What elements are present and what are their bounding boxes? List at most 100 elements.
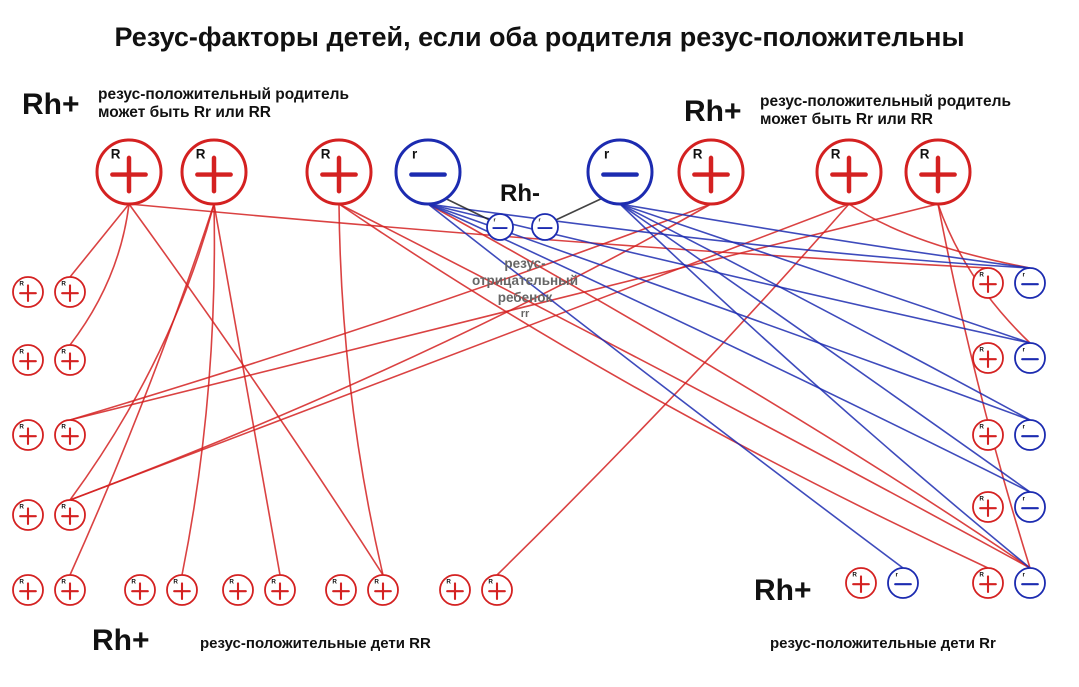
- rr-het-child-2-b-letter: r: [1022, 424, 1025, 431]
- rr-child-6-a-letter: R: [229, 579, 234, 586]
- line-8: [69, 203, 712, 421]
- rr-child-7-b-letter: R: [374, 579, 379, 586]
- parent-allele-1-letter: R: [196, 147, 206, 162]
- rr-het-child-1-b-letter: r: [1022, 347, 1025, 354]
- rr-child-3-b-letter: R: [61, 504, 66, 511]
- blue-line-3: [427, 203, 1031, 493]
- rr-child-5-a-letter: R: [131, 579, 136, 586]
- blue-line-7: [619, 203, 1031, 493]
- negative-child-note-line3: ребенок: [497, 290, 553, 305]
- rr-het-child-5-a: R: [972, 567, 1004, 599]
- negative-child-rh-label: Rh-: [500, 180, 540, 207]
- left-parent-rh-label: Rh+: [22, 88, 80, 121]
- negative-child-genotype: rr: [520, 308, 530, 320]
- line-1: [69, 203, 130, 346]
- rr-het-child-1-a: R: [972, 342, 1004, 374]
- line-11: [427, 203, 1031, 569]
- rr-het-child-4-b-ring: [887, 567, 919, 599]
- rr-child-4-b: R: [54, 574, 86, 606]
- parent-allele-7-letter: R: [920, 147, 930, 162]
- parent-allele-1: R: [180, 138, 248, 206]
- rr-het-child-5-b-ring: [1014, 567, 1046, 599]
- rr-child-5-a: R: [124, 574, 156, 606]
- right-parent-rh-label: Rh+: [684, 95, 742, 128]
- rr-child-1-a-letter: R: [19, 349, 24, 356]
- blue-line-9: [619, 203, 1031, 569]
- line-15: [338, 203, 384, 576]
- line-9: [69, 203, 850, 501]
- rr-child-7-b: R: [367, 574, 399, 606]
- blue-line-0: [427, 203, 1031, 269]
- rr-child-allele-2-ring: [531, 213, 559, 241]
- rr-child-0-b-letter: R: [61, 281, 66, 288]
- parent-allele-5: R: [677, 138, 745, 206]
- blue-line-6: [619, 203, 1031, 421]
- line-5: [128, 203, 989, 269]
- rr-child-8-a: R: [439, 574, 471, 606]
- blue-line-8: [427, 203, 904, 569]
- negative-child-note: резус- отрицательный ребенок rr: [460, 255, 590, 323]
- rr-het-child-3-b-ring: [1014, 491, 1046, 523]
- rr-child-allele-2: r: [531, 213, 559, 241]
- right-parent-note: резус-положительный родитель может быть …: [760, 93, 1011, 129]
- rr-het-child-3-b: r: [1014, 491, 1046, 523]
- rr-het-child-5-b-letter: r: [1022, 572, 1025, 579]
- rr-child-allele-1: r: [486, 213, 514, 241]
- rr-het-child-4-b: r: [887, 567, 919, 599]
- parent-allele-7: R: [904, 138, 972, 206]
- rr-child-7-a-letter: R: [332, 579, 337, 586]
- parent-allele-2: R: [305, 138, 373, 206]
- line-19: [128, 203, 384, 576]
- rr-child-1-b-letter: R: [61, 349, 66, 356]
- line-4: [338, 203, 989, 569]
- parent-allele-0: R: [95, 138, 163, 206]
- rr-het-child-1-b: r: [1014, 342, 1046, 374]
- rr-child-2-b: R: [54, 419, 86, 451]
- line-16: [496, 203, 850, 576]
- negative-child-note-line2: отрицательный: [471, 273, 579, 288]
- rr-het-child-2-a: R: [972, 419, 1004, 451]
- parent-allele-4-letter: r: [604, 147, 610, 162]
- blue-line-5: [619, 203, 1031, 344]
- rr-children-caption: резус-положительные дети RR: [200, 635, 431, 652]
- line-18: [213, 203, 281, 576]
- rr-child-6-b-letter: R: [271, 579, 276, 586]
- rr-het-child-5-b: r: [1014, 567, 1046, 599]
- rr-het-child-0-a: R: [972, 267, 1004, 299]
- parent-allele-2-letter: R: [321, 147, 331, 162]
- rr-het-children-caption: резус-положительные дети Rr: [770, 635, 996, 652]
- line-6: [848, 203, 1031, 269]
- parent-allele-6: R: [815, 138, 883, 206]
- blue-line-1: [427, 203, 1031, 344]
- rr-child-2-a-letter: R: [19, 424, 24, 431]
- rr-child-4-a-letter: R: [19, 579, 24, 586]
- rr-child-6-a: R: [222, 574, 254, 606]
- parent-allele-4: r: [586, 138, 654, 206]
- rr-het-children-rh-label: Rh+: [754, 574, 812, 607]
- rr-het-child-0-b: r: [1014, 267, 1046, 299]
- parent-allele-3-letter: r: [412, 147, 418, 162]
- rr-het-child-4-a-letter: R: [852, 572, 857, 579]
- rr-het-child-3-b-letter: r: [1022, 496, 1025, 503]
- line-2: [69, 203, 215, 501]
- rr-child-2-b-letter: R: [61, 424, 66, 431]
- rr-het-child-2-a-letter: R: [979, 424, 984, 431]
- parent-allele-6-letter: R: [831, 147, 841, 162]
- rr-child-allele-1-ring: [486, 213, 514, 241]
- rr-child-7-a: R: [325, 574, 357, 606]
- rr-child-0-a-letter: R: [19, 281, 24, 288]
- left-parent-note: резус-положительный родитель может быть …: [98, 86, 349, 122]
- blue-line-4: [619, 203, 1031, 269]
- rr-child-0-b: R: [54, 276, 86, 308]
- rr-child-4-b-letter: R: [61, 579, 66, 586]
- rr-child-3-a: R: [12, 499, 44, 531]
- line-10: [338, 203, 1031, 569]
- rr-child-4-a: R: [12, 574, 44, 606]
- blue-line-2: [427, 203, 1031, 421]
- line-3: [69, 203, 215, 576]
- rr-child-6-b: R: [264, 574, 296, 606]
- rr-child-2-a: R: [12, 419, 44, 451]
- rr-child-8-b-letter: R: [488, 579, 493, 586]
- rr-het-child-3-a-letter: R: [979, 496, 984, 503]
